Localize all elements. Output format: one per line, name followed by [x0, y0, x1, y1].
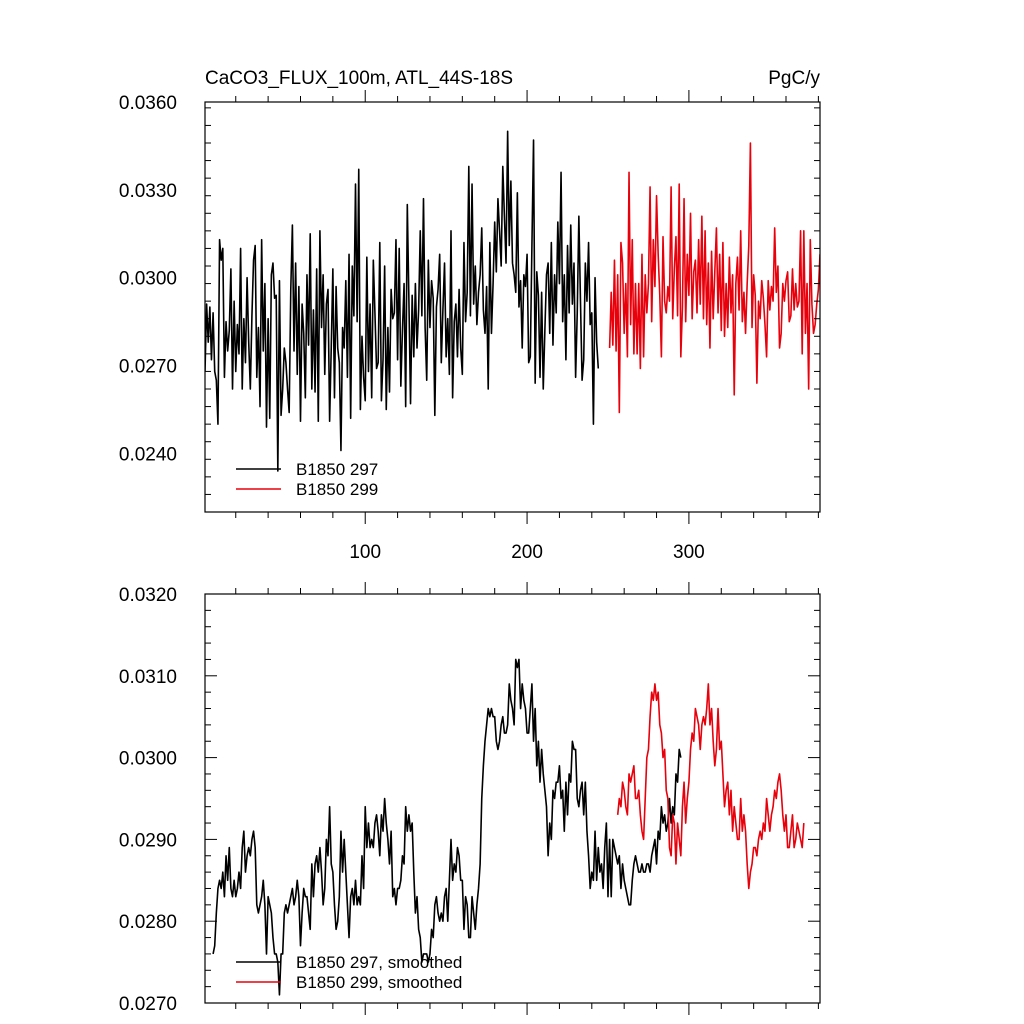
- top-legend-label-1: B1850 299: [296, 480, 378, 499]
- top-y-tick-label: 0.0300: [119, 269, 177, 290]
- top-x-tick-label: 200: [511, 542, 543, 563]
- bottom-series-line-1: [616, 683, 805, 890]
- chart-units: PgC/y: [768, 68, 820, 89]
- chart-title: CaCO3_FLUX_100m, ATL_44S-18S: [205, 68, 513, 89]
- bottom-y-tick-label: 0.0320: [119, 585, 177, 606]
- top-y-tick-label: 0.0240: [119, 444, 177, 465]
- top-y-tick-label: 0.0270: [119, 357, 177, 378]
- top-series-line-1: [608, 142, 820, 414]
- top-x-tick-label: 100: [349, 542, 381, 563]
- top-x-tick-label: 300: [673, 542, 705, 563]
- bottom-y-tick-label: 0.0310: [119, 667, 177, 688]
- bottom-y-tick-label: 0.0270: [119, 994, 177, 1015]
- top-y-tick-label: 0.0360: [119, 93, 177, 114]
- bottom-legend-label-1: B1850 299, smoothed: [296, 973, 462, 992]
- bottom-plot-frame: [204, 593, 821, 1004]
- bottom-legend-label-0: B1850 297, smoothed: [296, 953, 462, 972]
- top-plot-frame: [204, 101, 821, 513]
- top-y-tick-label: 0.0330: [119, 181, 177, 202]
- bottom-y-tick-label: 0.0300: [119, 749, 177, 770]
- bottom-y-tick-label: 0.0290: [119, 830, 177, 851]
- top-series-line-0: [205, 130, 600, 472]
- chart-panel-top: CaCO3_FLUX_100m, ATL_44S-18S PgC/y 0.024…: [119, 68, 821, 563]
- chart-panel-bottom: 0.0270 0.0280 0.0290 0.0300 0.0310 0.0320 B185…: [119, 582, 821, 1015]
- bottom-y-tick-label: 0.0280: [119, 912, 177, 933]
- top-legend-label-0: B1850 297: [296, 460, 378, 479]
- bottom-series-line-0: [212, 658, 682, 996]
